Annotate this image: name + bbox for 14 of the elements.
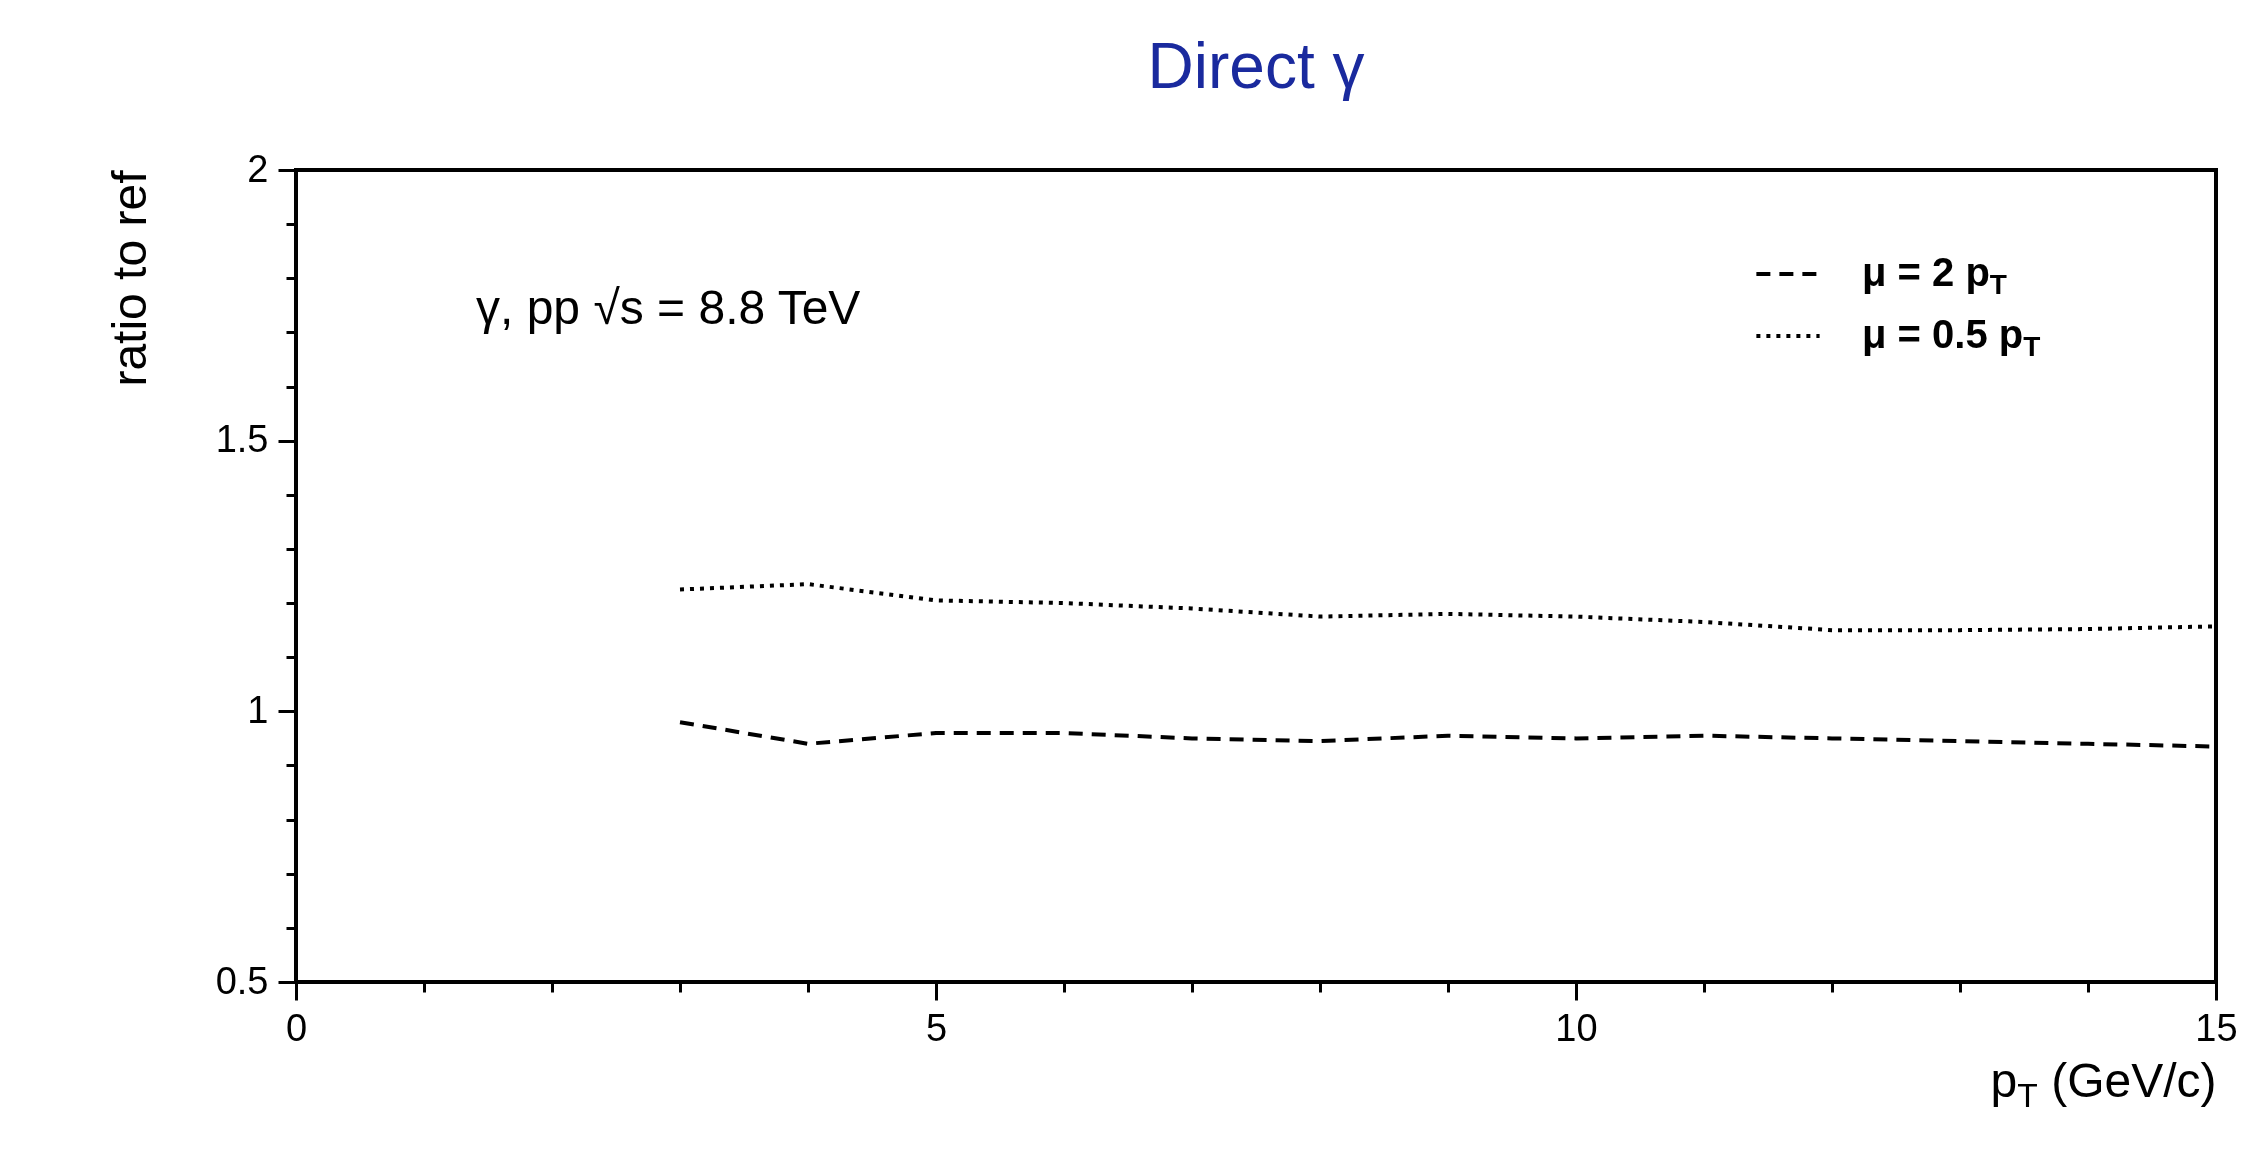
legend-label: μ = 0.5 p$_{T}$ <box>1862 312 2041 363</box>
x-tick-label: 5 <box>925 1006 948 1049</box>
x-tick-label: 15 <box>2195 1006 2238 1049</box>
annotation: γ, pp √s = 8.8 TeV <box>476 281 861 334</box>
x-axis-title: p$_{T}$ (GeV/c) <box>1990 1053 2217 1114</box>
y-tick-label: 1.5 <box>215 418 269 461</box>
legend-label: μ = 2 p$_{T}$ <box>1862 250 2007 301</box>
x-tick-label: 10 <box>1555 1006 1598 1049</box>
y-axis-title: ratio to ref <box>102 169 156 387</box>
y-tick-label: 2 <box>247 147 269 190</box>
y-tick-label: 0.5 <box>215 959 269 1002</box>
chart-title: Direct γ <box>1147 30 1365 102</box>
x-tick-label: 0 <box>285 1006 308 1049</box>
y-tick-label: 1 <box>247 688 269 731</box>
